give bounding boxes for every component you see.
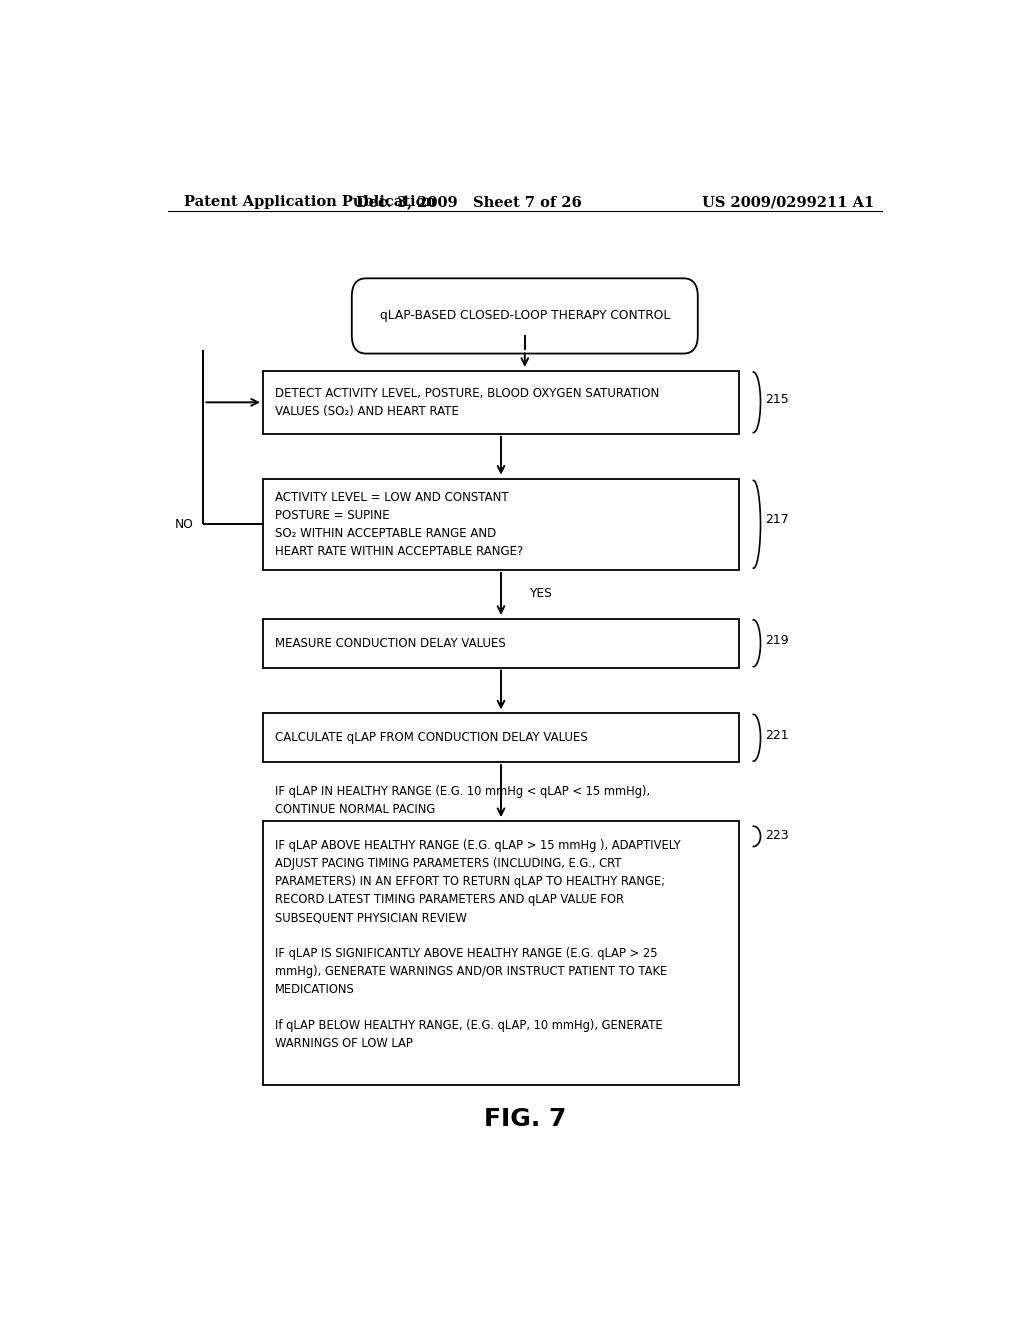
Text: NO: NO — [175, 517, 194, 531]
Text: MEASURE CONDUCTION DELAY VALUES: MEASURE CONDUCTION DELAY VALUES — [274, 636, 506, 649]
Bar — [263, 371, 739, 434]
Text: IF qLAP IN HEALTHY RANGE (E.G. 10 mmHg < qLAP < 15 mmHg),
CONTINUE NORMAL PACING: IF qLAP IN HEALTHY RANGE (E.G. 10 mmHg <… — [274, 785, 680, 1051]
Text: YES: YES — [528, 587, 552, 601]
Text: Dec. 3, 2009   Sheet 7 of 26: Dec. 3, 2009 Sheet 7 of 26 — [356, 195, 582, 209]
Text: DETECT ACTIVITY LEVEL, POSTURE, BLOOD OXYGEN SATURATION
VALUES (SO₂) AND HEART R: DETECT ACTIVITY LEVEL, POSTURE, BLOOD OX… — [274, 387, 659, 418]
Text: 223: 223 — [765, 829, 788, 842]
Bar — [263, 619, 739, 668]
Text: 217: 217 — [765, 513, 790, 527]
Text: 219: 219 — [765, 635, 788, 647]
Bar — [263, 713, 739, 762]
Text: Patent Application Publication: Patent Application Publication — [183, 195, 435, 209]
Text: US 2009/0299211 A1: US 2009/0299211 A1 — [701, 195, 873, 209]
Text: 221: 221 — [765, 729, 788, 742]
Text: CALCULATE qLAP FROM CONDUCTION DELAY VALUES: CALCULATE qLAP FROM CONDUCTION DELAY VAL… — [274, 731, 588, 744]
FancyBboxPatch shape — [352, 279, 697, 354]
Bar — [263, 479, 739, 570]
Text: qLAP-BASED CLOSED-LOOP THERAPY CONTROL: qLAP-BASED CLOSED-LOOP THERAPY CONTROL — [380, 309, 670, 322]
Text: ACTIVITY LEVEL = LOW AND CONSTANT
POSTURE = SUPINE
SO₂ WITHIN ACCEPTABLE RANGE A: ACTIVITY LEVEL = LOW AND CONSTANT POSTUR… — [274, 491, 523, 558]
Text: 215: 215 — [765, 392, 790, 405]
Bar — [263, 821, 739, 1085]
Text: FIG. 7: FIG. 7 — [483, 1107, 566, 1131]
